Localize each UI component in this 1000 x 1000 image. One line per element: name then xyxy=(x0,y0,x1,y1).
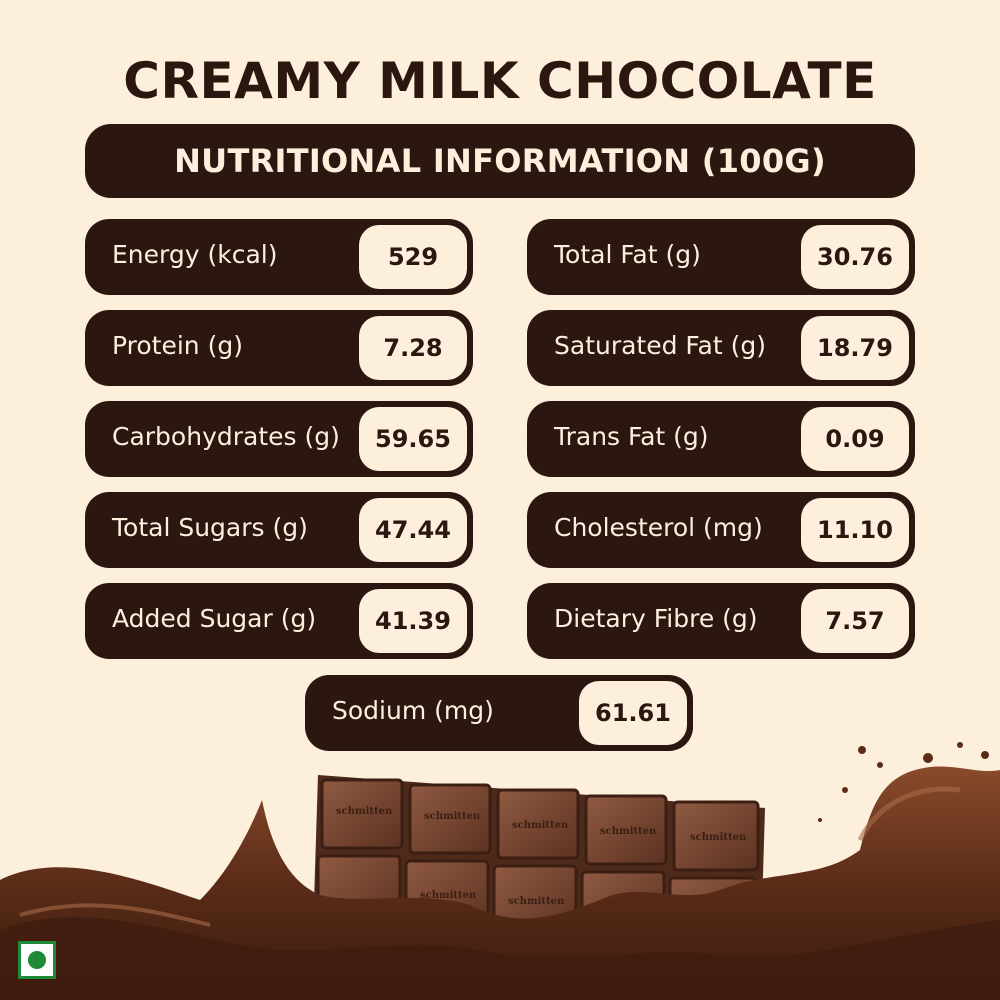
nutrient-sodium: Sodium (mg) 61.61 xyxy=(305,675,693,751)
bar-logo: schmitten xyxy=(508,896,565,907)
bar-logo: schmitten xyxy=(336,806,393,817)
nutrient-cholesterol: Cholesterol (mg) 11.10 xyxy=(527,492,915,568)
nutrient-label: Cholesterol (mg) xyxy=(554,513,763,542)
bar-logo: schmitten xyxy=(424,811,481,822)
nutrient-value: 47.44 xyxy=(359,498,467,562)
veg-dot xyxy=(28,951,46,969)
nutrient-saturated-fat: Saturated Fat (g) 18.79 xyxy=(527,310,915,386)
nutrient-dietary-fibre: Dietary Fibre (g) 7.57 xyxy=(527,583,915,659)
chocolate-wave xyxy=(0,766,1000,1000)
nutrient-label: Energy (kcal) xyxy=(112,240,278,269)
nutrient-value: 61.61 xyxy=(579,681,687,745)
nutrient-label: Saturated Fat (g) xyxy=(554,331,766,360)
nutrient-total-fat: Total Fat (g) 30.76 xyxy=(527,219,915,295)
nutrient-value: 7.57 xyxy=(801,589,909,653)
nutrient-value: 30.76 xyxy=(801,225,909,289)
nutrient-energy: Energy (kcal) 529 xyxy=(85,219,473,295)
nutrient-carbohydrates: Carbohydrates (g) 59.65 xyxy=(85,401,473,477)
chocolate-wave-shadow xyxy=(0,917,1000,1000)
nutrient-value: 41.39 xyxy=(359,589,467,653)
banner-text: NUTRITIONAL INFORMATION (100G) xyxy=(174,142,826,180)
nutrient-label: Total Fat (g) xyxy=(554,240,701,269)
chocolate-highlight xyxy=(19,903,211,927)
chocolate-highlight xyxy=(857,786,961,842)
nutrient-label: Dietary Fibre (g) xyxy=(554,604,758,633)
bar-logo: schmitten xyxy=(600,826,657,837)
nutrient-value: 11.10 xyxy=(801,498,909,562)
bar-logo: schmitten xyxy=(512,820,569,831)
bar-logo: schmitten xyxy=(690,832,747,843)
nutrient-value: 0.09 xyxy=(801,407,909,471)
nutrient-value: 59.65 xyxy=(359,407,467,471)
nutrient-label: Total Sugars (g) xyxy=(112,513,308,542)
nutrient-label: Trans Fat (g) xyxy=(554,422,709,451)
nutrient-value: 18.79 xyxy=(801,316,909,380)
nutrition-banner: NUTRITIONAL INFORMATION (100G) xyxy=(85,124,915,198)
nutrient-trans-fat: Trans Fat (g) 0.09 xyxy=(527,401,915,477)
nutrient-label: Added Sugar (g) xyxy=(112,604,317,633)
nutrient-total-sugars: Total Sugars (g) 47.44 xyxy=(85,492,473,568)
page-title: CREAMY MILK CHOCOLATE xyxy=(123,52,877,110)
chocolate-droplets xyxy=(818,742,989,822)
bar-logo: schmitten xyxy=(420,890,477,901)
nutrient-label: Protein (g) xyxy=(112,331,243,360)
chocolate-illustration: schmitten schmitten schmitten schmitten … xyxy=(0,742,1000,1000)
nutrient-label: Carbohydrates (g) xyxy=(112,422,340,451)
nutrient-protein: Protein (g) 7.28 xyxy=(85,310,473,386)
nutrient-label: Sodium (mg) xyxy=(332,696,494,725)
nutrient-value: 7.28 xyxy=(359,316,467,380)
nutrient-added-sugar: Added Sugar (g) 41.39 xyxy=(85,583,473,659)
veg-symbol-icon xyxy=(18,941,56,979)
nutrient-value: 529 xyxy=(359,225,467,289)
